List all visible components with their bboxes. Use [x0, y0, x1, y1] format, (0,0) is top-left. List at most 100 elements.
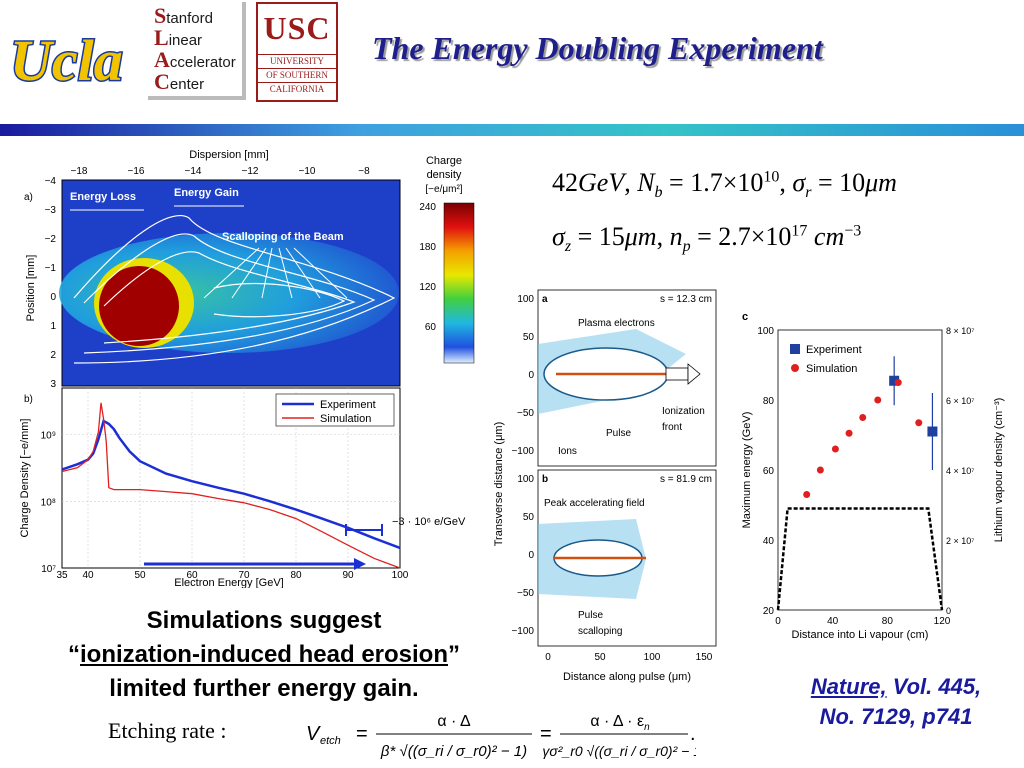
- dispersion-tick-label: −18: [71, 166, 88, 177]
- peak-field-label: Peak accelerating field: [544, 498, 645, 509]
- right-legend-simulation: Simulation: [806, 363, 857, 375]
- ucla-logo-text: Ucla: [10, 28, 123, 93]
- transverse-tick-label: 100: [517, 294, 534, 305]
- beam-core: [99, 266, 179, 346]
- li-density-tick-label: 0: [946, 606, 951, 616]
- li-density-axis-title: Lithium vapour density (cm⁻³): [993, 398, 1005, 543]
- mid-panel-a-label: a: [542, 294, 548, 305]
- max-energy-tick-label: 40: [763, 536, 775, 547]
- colorbar-unit: [−e/μm²]: [425, 184, 462, 195]
- mid-panel-b-label: b: [542, 474, 548, 485]
- right-panel-label: c: [742, 311, 748, 323]
- electron-energy-tick-label: 70: [238, 570, 250, 581]
- transverse-axis-title: Transverse distance (μm): [493, 422, 505, 547]
- simulation-point: [803, 491, 811, 498]
- usc-logo-line: UNIVERSITY: [258, 54, 336, 68]
- dispersion-tick-label: −8: [358, 166, 370, 177]
- electron-energy-tick-label: 100: [392, 570, 409, 581]
- position-tick-label: −3: [45, 205, 57, 216]
- transverse-tick-label: −100: [511, 626, 534, 637]
- right-figure: c Maximum energy (GeV) Distance into Li …: [741, 311, 1005, 641]
- etch-period: .: [690, 723, 696, 745]
- left-figure: Dispersion [mm] −18 −16 −14 −12 −10 −8 Energy…: [19, 149, 475, 588]
- transverse-tick-label: −50: [517, 588, 534, 599]
- distance-pulse-axis-title: Distance along pulse (μm): [563, 671, 691, 683]
- electron-energy-axis-title: Electron Energy [GeV]: [174, 577, 283, 588]
- dispersion-tick-label: −16: [128, 166, 145, 177]
- slac-row: Accelerator: [154, 47, 236, 72]
- legend-experiment-marker: [790, 344, 800, 354]
- charge-density-axis-title: Charge Density [−e/mm]: [19, 419, 31, 538]
- max-energy-tick-label: 20: [763, 606, 775, 617]
- colorbar-tick-label: 240: [419, 202, 436, 213]
- ions-label: Ions: [558, 446, 577, 457]
- slac-row: Linear: [154, 25, 203, 50]
- position-tick-label: −4: [45, 176, 57, 187]
- usc-logo-big: USC: [263, 10, 331, 46]
- transverse-tick-label: 50: [523, 512, 535, 523]
- distance-pulse-tick-label: 50: [594, 652, 606, 663]
- caption-emphasis: ionization-induced head erosion: [79, 641, 448, 668]
- li-distance-tick-label: 0: [775, 616, 781, 627]
- caption-line-1: Simulations suggest: [146, 607, 382, 634]
- plasma-electrons-label: Plasma electrons: [578, 318, 655, 329]
- distance-pulse-tick-label: 150: [696, 652, 713, 663]
- experiment-point: [927, 426, 938, 437]
- header-divider-bar: [0, 124, 1024, 136]
- transverse-tick-label: −100: [511, 446, 534, 457]
- etching-formula: V etch = α · Δ β* √((σ_ri / σ_r0)² − 1) …: [306, 713, 696, 760]
- simulation-point: [816, 466, 824, 474]
- experiment-point: [889, 375, 900, 386]
- etch-v: V: [306, 723, 321, 745]
- ucla-logo: Ucla: [6, 18, 144, 100]
- dispersion-tick-label: −12: [242, 166, 259, 177]
- nature-line-1: Nature, Vol. 445,: [780, 672, 1012, 702]
- scalloping-label: Scalloping of the Beam: [222, 231, 344, 243]
- panel-b-label: b): [24, 394, 33, 405]
- pulse-label-a: Pulse: [606, 428, 631, 439]
- ionization-arrow-head: [687, 363, 701, 385]
- electron-energy-tick-label: 80: [290, 570, 302, 581]
- simulation-point: [915, 419, 923, 427]
- right-legend-experiment: Experiment: [806, 344, 862, 356]
- transverse-tick-label: −50: [517, 408, 534, 419]
- etch-num1: α · Δ: [437, 713, 471, 730]
- mid-panel-a-s: s = 12.3 cm: [660, 294, 712, 305]
- legend-simulation-marker: [791, 364, 799, 372]
- legend-experiment: Experiment: [320, 399, 376, 411]
- li-density-tick-label: 6 × 10⁷: [946, 396, 975, 406]
- slac-logo: Stanford Linear Accelerator Center: [148, 2, 246, 100]
- nature-vol: Vol. 445,: [886, 674, 982, 699]
- panel-b-legend: [275, 393, 395, 427]
- slac-row: Center: [154, 69, 205, 94]
- equation-line-1: 42GeV, Nb = 1.7×1010, σr = 10μm: [552, 168, 897, 202]
- electron-energy-tick-label: 40: [82, 570, 94, 581]
- dispersion-axis-title: Dispersion [mm]: [189, 149, 268, 161]
- dispersion-tick-label: −10: [299, 166, 316, 177]
- ionization-arrow-body: [665, 367, 689, 381]
- electron-energy-tick-label: 90: [342, 570, 354, 581]
- position-axis-title: Position [mm]: [25, 255, 37, 322]
- scalloping-label-b: scalloping: [578, 626, 622, 637]
- transverse-tick-label: 100: [517, 474, 534, 485]
- position-tick-label: 3: [50, 379, 56, 390]
- caption-line-3: limited further energy gain.: [109, 675, 419, 702]
- front-label: front: [662, 422, 682, 433]
- transverse-tick-label: 50: [523, 332, 535, 343]
- max-energy-tick-label: 60: [763, 466, 775, 477]
- caption-close-quote: ”: [448, 641, 460, 668]
- nature-line-2: No. 7129, p741: [819, 704, 973, 729]
- energy-gain-label: Energy Gain: [174, 187, 239, 199]
- ionization-label: Ionization: [662, 406, 705, 417]
- beam-contours: [73, 214, 396, 364]
- series-line-experiment: [61, 419, 401, 550]
- nature-journal: Nature,: [810, 674, 887, 699]
- li-distance-axis-title: Distance into Li vapour (cm): [792, 629, 929, 641]
- etch-equals: =: [356, 723, 368, 745]
- simulation-point: [845, 429, 853, 437]
- li-distance-tick-label: 40: [827, 616, 839, 627]
- page-title: The Energy Doubling Experiment: [372, 30, 823, 66]
- usc-logo: USC UNIVERSITY OF SOUTHERN CALIFORNIA: [256, 2, 338, 102]
- simulation-point: [894, 379, 902, 386]
- max-energy-tick-label: 100: [757, 326, 774, 337]
